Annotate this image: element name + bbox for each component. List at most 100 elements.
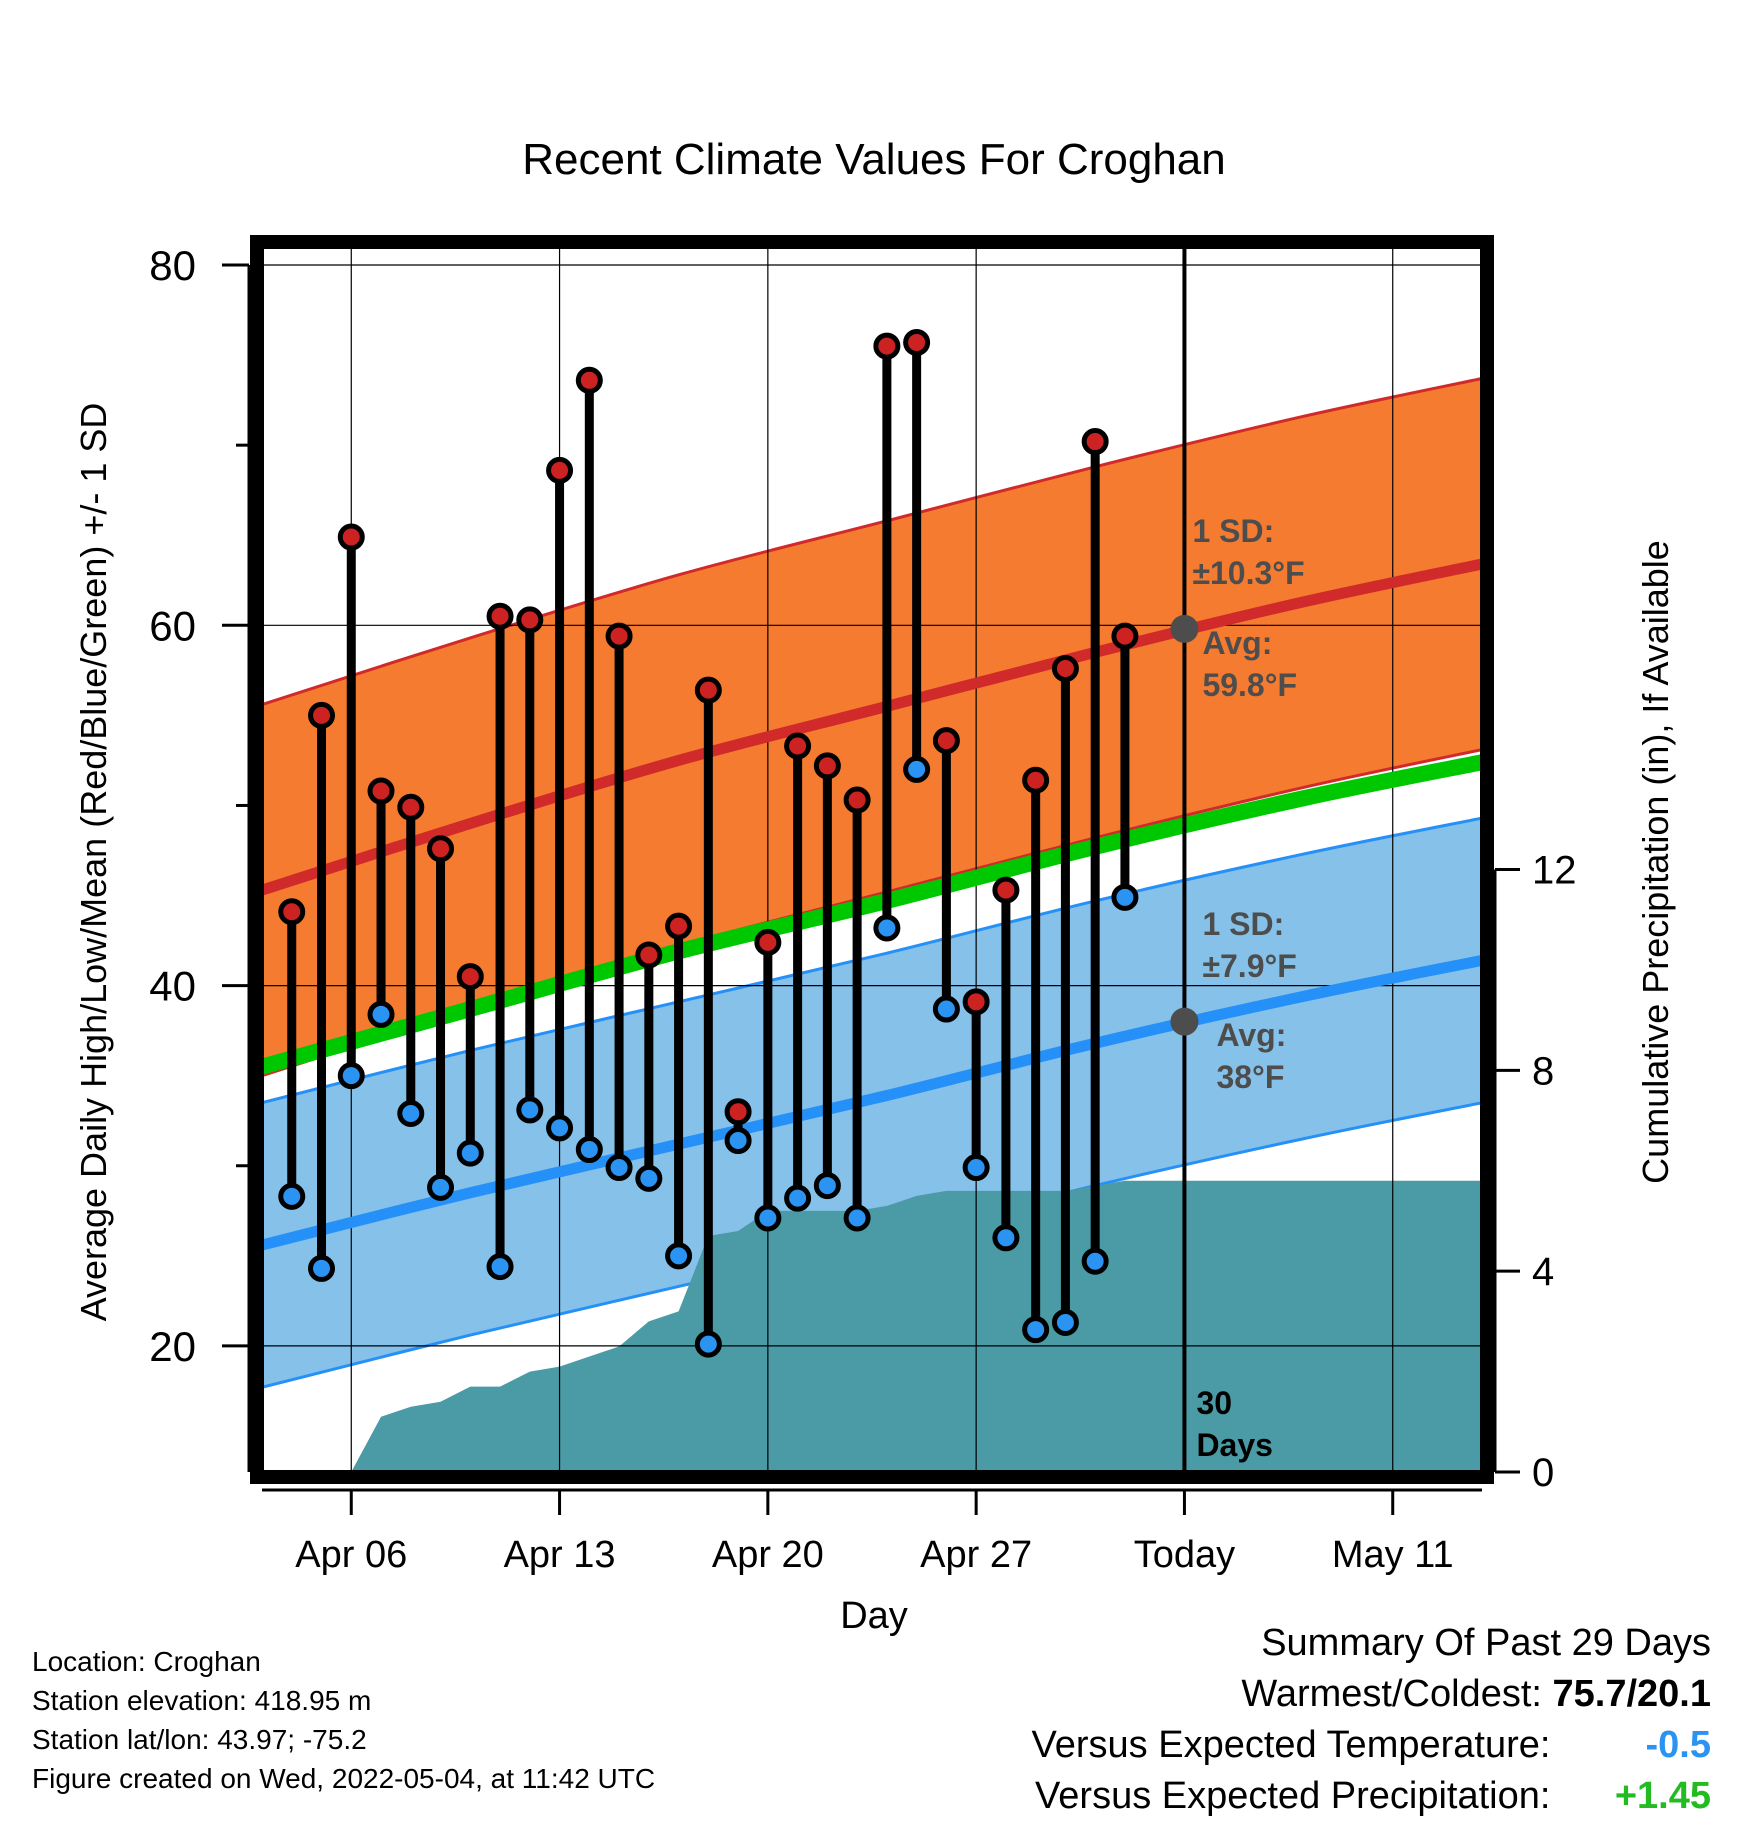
- low-point: [427, 1173, 455, 1201]
- high-sd-annotation: ±10.3°F: [1192, 555, 1304, 591]
- y2-tick-label: 0: [1532, 1451, 1554, 1495]
- today-days-annotation: Days: [1196, 1427, 1273, 1463]
- x-axis-label: Day: [840, 1595, 908, 1637]
- high-point: [1022, 766, 1050, 794]
- daily-points: [278, 328, 1139, 1358]
- today-days-annotation: 30: [1196, 1385, 1232, 1421]
- high-sd-annotation: 1 SD:: [1192, 513, 1274, 549]
- x-tick-label: May 11: [1332, 1534, 1454, 1576]
- y-tick-label: 20: [149, 1323, 196, 1370]
- low-point: [843, 1204, 871, 1232]
- plot-frame: [250, 235, 1494, 1484]
- high-point: [278, 898, 306, 926]
- high-sd-band: [262, 378, 1482, 1076]
- summary-precipitation: Versus Expected Precipitation: +1.45: [1032, 1771, 1711, 1822]
- low-point: [337, 1062, 365, 1090]
- low-point: [516, 1096, 544, 1124]
- x-tick-label: Apr 13: [504, 1534, 616, 1576]
- low-point: [1022, 1316, 1050, 1344]
- low-point: [456, 1139, 484, 1167]
- y-axis-label: Average Daily High/Low/Mean (Red/Blue/Gr…: [73, 403, 114, 1322]
- y-tick-label: 80: [149, 242, 196, 289]
- high-point: [456, 963, 484, 991]
- high-point: [605, 622, 633, 650]
- precip-value: +1.45: [1614, 1775, 1711, 1817]
- y-tick-label: 60: [149, 602, 196, 649]
- low-avg-annotation: 38°F: [1216, 1059, 1284, 1095]
- summary-temperature: Versus Expected Temperature: -0.5: [1032, 1720, 1711, 1771]
- low-sd-annotation: 1 SD:: [1202, 906, 1284, 942]
- y2-axis: 0 4 8 12: [1493, 849, 1577, 1495]
- low-point: [813, 1172, 841, 1200]
- latlon-text: Station lat/lon: 43.97; -75.2: [32, 1724, 367, 1755]
- y2-tick-label: 8: [1532, 1049, 1554, 1093]
- x-axis: Apr 06 Apr 13 Apr 20 Apr 27 Today May 11: [262, 1488, 1482, 1576]
- low-point: [992, 1224, 1020, 1252]
- temp-value: -0.5: [1645, 1724, 1711, 1766]
- low-avg-annotation: Avg:: [1216, 1017, 1286, 1053]
- low-point: [575, 1136, 603, 1164]
- low-point: [1111, 883, 1139, 911]
- low-point: [784, 1184, 812, 1212]
- low-point: [665, 1242, 693, 1270]
- created-text: Figure created on Wed, 2022-05-04, at 11…: [32, 1763, 656, 1794]
- high-point: [635, 941, 663, 969]
- low-point: [605, 1154, 633, 1182]
- high-point: [397, 793, 425, 821]
- high-point: [694, 676, 722, 704]
- today-high-avg-marker: [1170, 614, 1199, 643]
- low-point: [873, 914, 901, 942]
- y-axis: 20 40 60 80: [149, 242, 251, 1472]
- y-tick-label: 40: [149, 963, 196, 1010]
- elevation-text: Station elevation: 418.95 m: [32, 1685, 372, 1716]
- y2-tick-label: 4: [1532, 1250, 1554, 1294]
- high-point: [367, 777, 395, 805]
- high-point: [337, 523, 365, 551]
- grid-lines: [262, 247, 1482, 1472]
- high-point: [575, 366, 603, 394]
- high-point: [1081, 428, 1109, 456]
- high-point: [903, 328, 931, 356]
- precipitation-area: [351, 1180, 1482, 1472]
- warmest-coldest-value: 75.7/20.1: [1552, 1673, 1711, 1715]
- chart-title: Recent Climate Values For Croghan: [522, 135, 1226, 184]
- low-point: [1081, 1247, 1109, 1275]
- high-point: [932, 727, 960, 755]
- low-point: [308, 1254, 336, 1282]
- precip-label: Versus Expected Precipitation:: [1035, 1775, 1551, 1817]
- low-point: [724, 1127, 752, 1155]
- high-point: [546, 456, 574, 484]
- low-point: [278, 1182, 306, 1210]
- x-tick-label: Apr 20: [712, 1534, 824, 1576]
- location-text: Location: Croghan: [32, 1646, 261, 1677]
- low-point: [903, 755, 931, 783]
- today-average-markers: [1170, 614, 1199, 1036]
- avg-low-line: [262, 954, 1482, 1251]
- y2-tick-label: 12: [1532, 849, 1577, 893]
- annotations: 1 SD: ±10.3°F Avg: 59.8°F 1 SD: ±7.9°F Avg: 38°…: [1192, 513, 1304, 1463]
- low-sd-annotation: ±7.9°F: [1202, 948, 1296, 984]
- low-point: [754, 1204, 782, 1232]
- low-point: [1051, 1308, 1079, 1336]
- today-low-avg-marker: [1170, 1007, 1199, 1036]
- summary-heading: Summary Of Past 29 Days: [1261, 1622, 1711, 1664]
- y2-axis-label: Cumulative Precipitation (in), If Availa…: [1635, 540, 1676, 1184]
- low-point: [546, 1114, 574, 1142]
- high-point: [1111, 622, 1139, 650]
- temp-label: Versus Expected Temperature:: [1031, 1724, 1551, 1766]
- high-avg-annotation: Avg:: [1202, 625, 1272, 661]
- high-point: [516, 606, 544, 634]
- high-avg-annotation: 59.8°F: [1202, 667, 1297, 703]
- summary-panel: Summary Of Past 29 Days Warmest/Coldest:…: [1032, 1618, 1711, 1822]
- high-point: [754, 928, 782, 956]
- high-point: [813, 752, 841, 780]
- summary-warmest-coldest: Warmest/Coldest: 75.7/20.1: [1032, 1669, 1711, 1720]
- high-point: [873, 332, 901, 360]
- low-point: [962, 1154, 990, 1182]
- low-point: [635, 1164, 663, 1192]
- x-tick-label: Today: [1134, 1534, 1235, 1576]
- low-point: [397, 1100, 425, 1128]
- high-point: [992, 876, 1020, 904]
- high-point: [1051, 655, 1079, 683]
